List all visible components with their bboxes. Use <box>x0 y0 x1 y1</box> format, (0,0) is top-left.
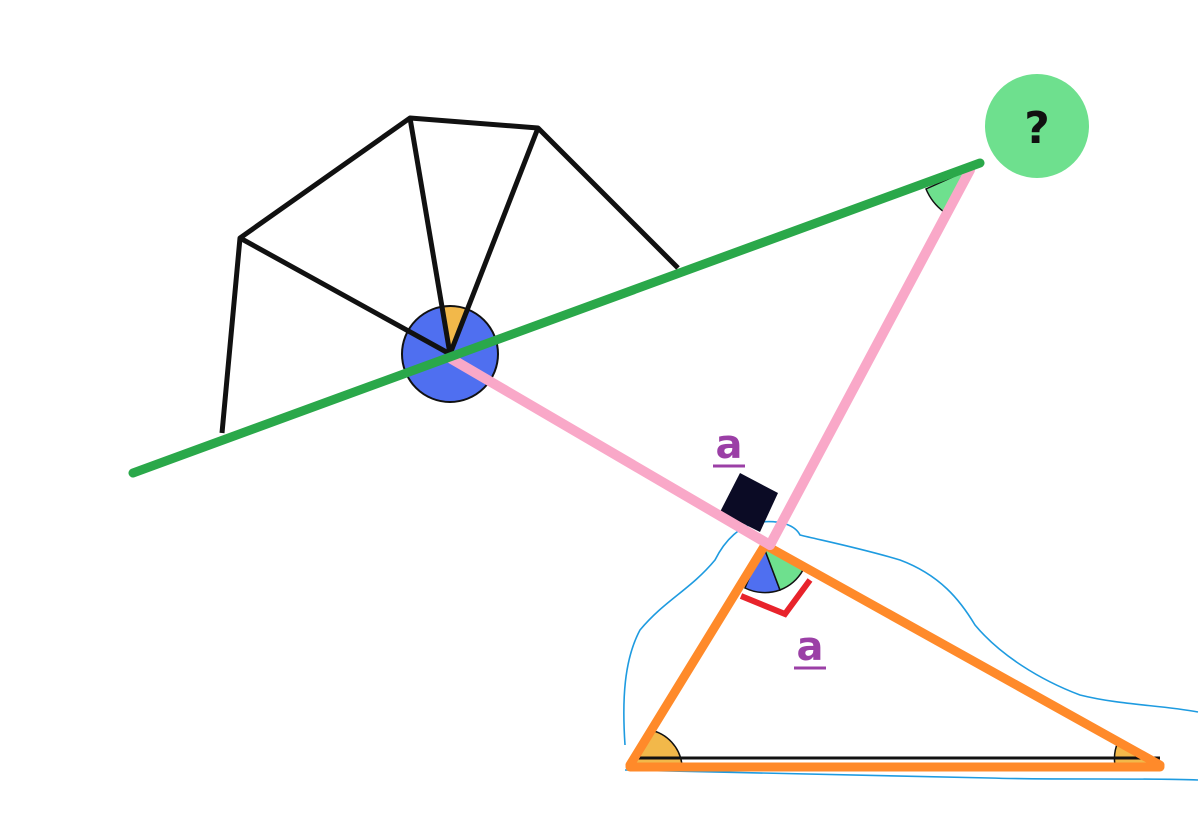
pink-lines <box>445 165 975 550</box>
question-badge-circle <box>985 74 1089 178</box>
length-label-text: a <box>716 422 743 468</box>
fan-spoke-3 <box>447 127 541 355</box>
pink-line-upper <box>765 165 975 550</box>
length-label-upper: a <box>713 422 745 468</box>
orange-triangle <box>625 540 1165 772</box>
question-mark-text: ? <box>1024 103 1050 154</box>
question-badge: ? <box>985 74 1089 178</box>
right-angle-mark-red <box>739 578 813 618</box>
length-label-text: a <box>797 624 824 670</box>
fan-spoke-1 <box>238 235 452 357</box>
fan-polygon <box>219 115 680 434</box>
right-angle-mark-dark <box>720 473 778 532</box>
angle-marks-bottom-triangle <box>628 542 1161 766</box>
hand-drawn-outline <box>623 520 1199 781</box>
fan-spoke-2 <box>407 117 453 355</box>
pink-line-lower <box>445 353 775 550</box>
green-line <box>128 158 985 478</box>
orange-left-side <box>625 540 770 770</box>
orange-right-side <box>760 540 1165 770</box>
length-label-lower: a <box>794 624 826 670</box>
